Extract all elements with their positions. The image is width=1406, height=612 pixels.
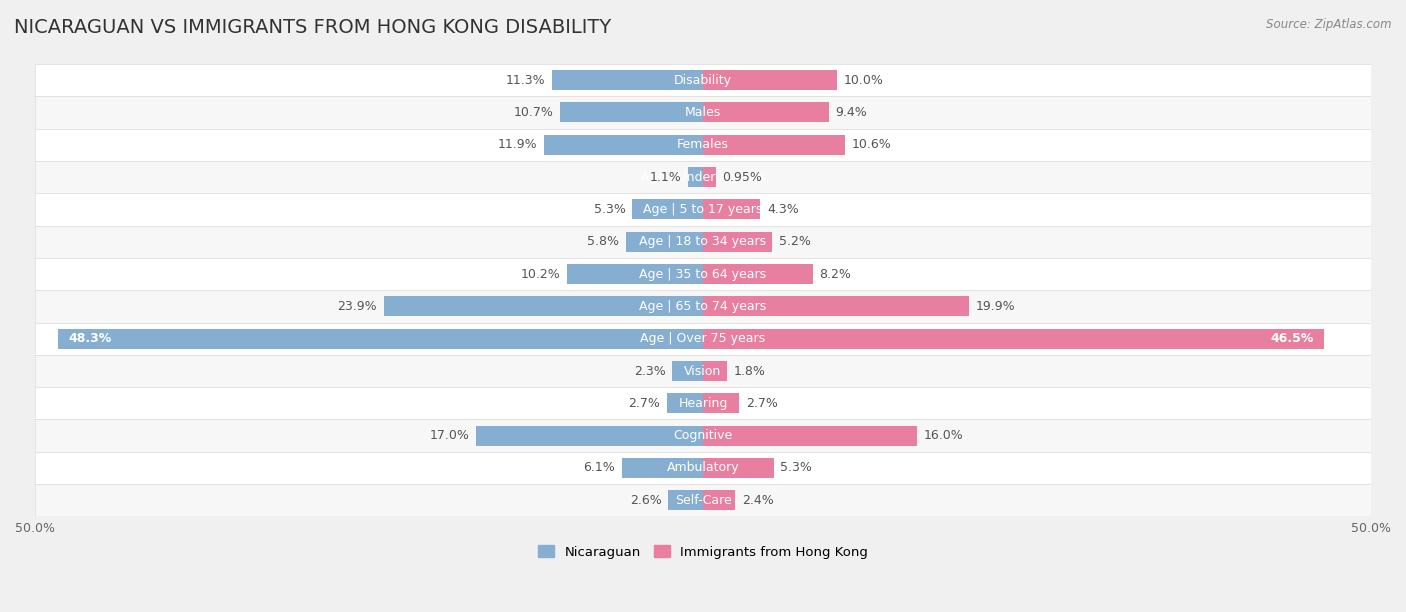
Text: 46.5%: 46.5%	[1270, 332, 1313, 345]
Text: Age | 18 to 34 years: Age | 18 to 34 years	[640, 235, 766, 248]
Bar	[672, 361, 703, 381]
Bar	[703, 167, 716, 187]
Text: 11.3%: 11.3%	[506, 73, 546, 87]
Bar	[666, 394, 703, 413]
Text: 1.1%: 1.1%	[650, 171, 682, 184]
Bar	[703, 200, 761, 220]
Bar	[35, 323, 1371, 355]
Text: Ambulatory: Ambulatory	[666, 461, 740, 474]
Text: Vision: Vision	[685, 365, 721, 378]
Text: Males: Males	[685, 106, 721, 119]
Bar	[703, 329, 1324, 349]
Legend: Nicaraguan, Immigrants from Hong Kong: Nicaraguan, Immigrants from Hong Kong	[533, 540, 873, 564]
Bar	[560, 102, 703, 122]
Text: Age | 65 to 74 years: Age | 65 to 74 years	[640, 300, 766, 313]
Bar	[35, 258, 1371, 290]
Text: 10.7%: 10.7%	[513, 106, 554, 119]
Text: Age | 35 to 64 years: Age | 35 to 64 years	[640, 267, 766, 280]
Text: 4.3%: 4.3%	[768, 203, 799, 216]
Text: 10.0%: 10.0%	[844, 73, 883, 87]
Bar	[567, 264, 703, 284]
Bar	[668, 490, 703, 510]
Bar	[703, 394, 740, 413]
Text: 8.2%: 8.2%	[820, 267, 851, 280]
Text: Age | Under 5 years: Age | Under 5 years	[641, 171, 765, 184]
Bar	[35, 96, 1371, 129]
Bar	[633, 200, 703, 220]
Bar	[703, 264, 813, 284]
Text: Females: Females	[678, 138, 728, 151]
Bar	[35, 64, 1371, 96]
Bar	[703, 70, 837, 90]
Bar	[35, 290, 1371, 323]
Text: Age | Over 75 years: Age | Over 75 years	[641, 332, 765, 345]
Text: Source: ZipAtlas.com: Source: ZipAtlas.com	[1267, 18, 1392, 31]
Bar	[703, 102, 828, 122]
Bar	[35, 161, 1371, 193]
Bar	[35, 452, 1371, 484]
Text: 2.6%: 2.6%	[630, 494, 662, 507]
Bar	[35, 226, 1371, 258]
Bar	[621, 458, 703, 478]
Text: 9.4%: 9.4%	[835, 106, 868, 119]
Text: 5.3%: 5.3%	[780, 461, 813, 474]
Text: NICARAGUAN VS IMMIGRANTS FROM HONG KONG DISABILITY: NICARAGUAN VS IMMIGRANTS FROM HONG KONG …	[14, 18, 612, 37]
Text: 2.7%: 2.7%	[628, 397, 661, 410]
Bar	[544, 135, 703, 155]
Text: 2.4%: 2.4%	[742, 494, 773, 507]
Bar	[703, 296, 969, 316]
Bar	[35, 193, 1371, 226]
Text: 16.0%: 16.0%	[924, 429, 963, 442]
Text: 2.3%: 2.3%	[634, 365, 665, 378]
Text: Hearing: Hearing	[678, 397, 728, 410]
Text: 5.2%: 5.2%	[779, 235, 811, 248]
Bar	[703, 135, 845, 155]
Text: 19.9%: 19.9%	[976, 300, 1015, 313]
Text: 10.2%: 10.2%	[520, 267, 560, 280]
Bar	[58, 329, 703, 349]
Text: Age | 5 to 17 years: Age | 5 to 17 years	[644, 203, 762, 216]
Bar	[35, 484, 1371, 517]
Text: 17.0%: 17.0%	[429, 429, 470, 442]
Bar	[35, 129, 1371, 161]
Bar	[553, 70, 703, 90]
Text: 5.8%: 5.8%	[586, 235, 619, 248]
Text: 1.8%: 1.8%	[734, 365, 766, 378]
Bar	[626, 232, 703, 252]
Bar	[703, 458, 773, 478]
Text: 2.7%: 2.7%	[745, 397, 778, 410]
Bar	[475, 425, 703, 446]
Text: 48.3%: 48.3%	[69, 332, 111, 345]
Bar	[703, 232, 772, 252]
Bar	[703, 425, 917, 446]
Bar	[35, 355, 1371, 387]
Text: 5.3%: 5.3%	[593, 203, 626, 216]
Bar	[689, 167, 703, 187]
Bar	[384, 296, 703, 316]
Text: Self-Care: Self-Care	[675, 494, 731, 507]
Bar	[703, 361, 727, 381]
Text: Disability: Disability	[673, 73, 733, 87]
Bar	[703, 490, 735, 510]
Text: 10.6%: 10.6%	[851, 138, 891, 151]
Text: 11.9%: 11.9%	[498, 138, 537, 151]
Text: 0.95%: 0.95%	[723, 171, 762, 184]
Bar	[35, 387, 1371, 419]
Text: Cognitive: Cognitive	[673, 429, 733, 442]
Text: 23.9%: 23.9%	[337, 300, 377, 313]
Bar	[35, 419, 1371, 452]
Text: 6.1%: 6.1%	[583, 461, 614, 474]
